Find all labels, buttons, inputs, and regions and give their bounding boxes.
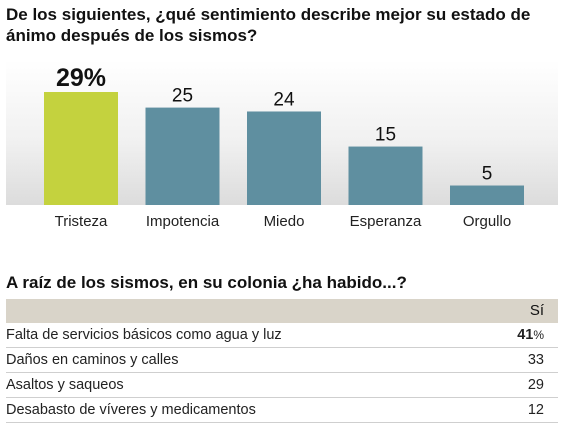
category-label: Miedo (264, 213, 305, 230)
row-value: 41% (517, 327, 544, 343)
bar-orgullo (450, 185, 524, 205)
row-value-number: 41 (517, 327, 534, 343)
row-label: Asaltos y saqueos (6, 377, 124, 393)
row-value: 12 (527, 402, 544, 418)
bar-value-label: 29% (56, 64, 106, 92)
table-row: Desabasto de víveres y medicamentos 12 (6, 398, 558, 423)
bar-value-label: 15 (375, 125, 396, 146)
category-label: Orgullo (463, 213, 511, 230)
row-label: Falta de servicios básicos como agua y l… (6, 327, 282, 343)
category-label: Impotencia (146, 213, 220, 230)
bar-chart-area: 29% Tristeza 25 Impotencia 24 Miedo 15 Esperanz… (6, 60, 558, 230)
row-value-suffix: % (533, 328, 544, 342)
category-label: Tristeza (55, 213, 108, 230)
bar-value-label: 5 (482, 164, 493, 185)
row-label: Daños en caminos y calles (6, 352, 179, 368)
question-1-title: De los siguientes, ¿qué sentimiento desc… (6, 5, 531, 45)
bar-impotencia (145, 107, 220, 205)
bar-value-label: 25 (172, 86, 193, 107)
bar-miedo (247, 111, 321, 205)
table-header: Sí (6, 299, 558, 323)
column-header-si: Sí (529, 302, 544, 319)
bar-value-label: 24 (273, 89, 295, 110)
row-label: Desabasto de víveres y medicamentos (6, 402, 256, 418)
table-row: Daños en caminos y calles 33 (6, 348, 558, 373)
bar-esperanza (348, 146, 423, 205)
table-row: Asaltos y saqueos 29 (6, 373, 558, 398)
row-value: 33 (527, 352, 544, 368)
table-body: Falta de servicios básicos como agua y l… (6, 323, 558, 423)
bar-chart: 29% Tristeza 25 Impotencia 24 Miedo 15 Esperanz… (44, 64, 524, 230)
table-row: Falta de servicios básicos como agua y l… (6, 323, 558, 348)
bar-tristeza (44, 92, 118, 205)
category-label: Esperanza (350, 213, 422, 230)
question-2-title: A raíz de los sismos, en su colonia ¿ha … (6, 273, 407, 292)
row-value: 29 (527, 377, 544, 393)
